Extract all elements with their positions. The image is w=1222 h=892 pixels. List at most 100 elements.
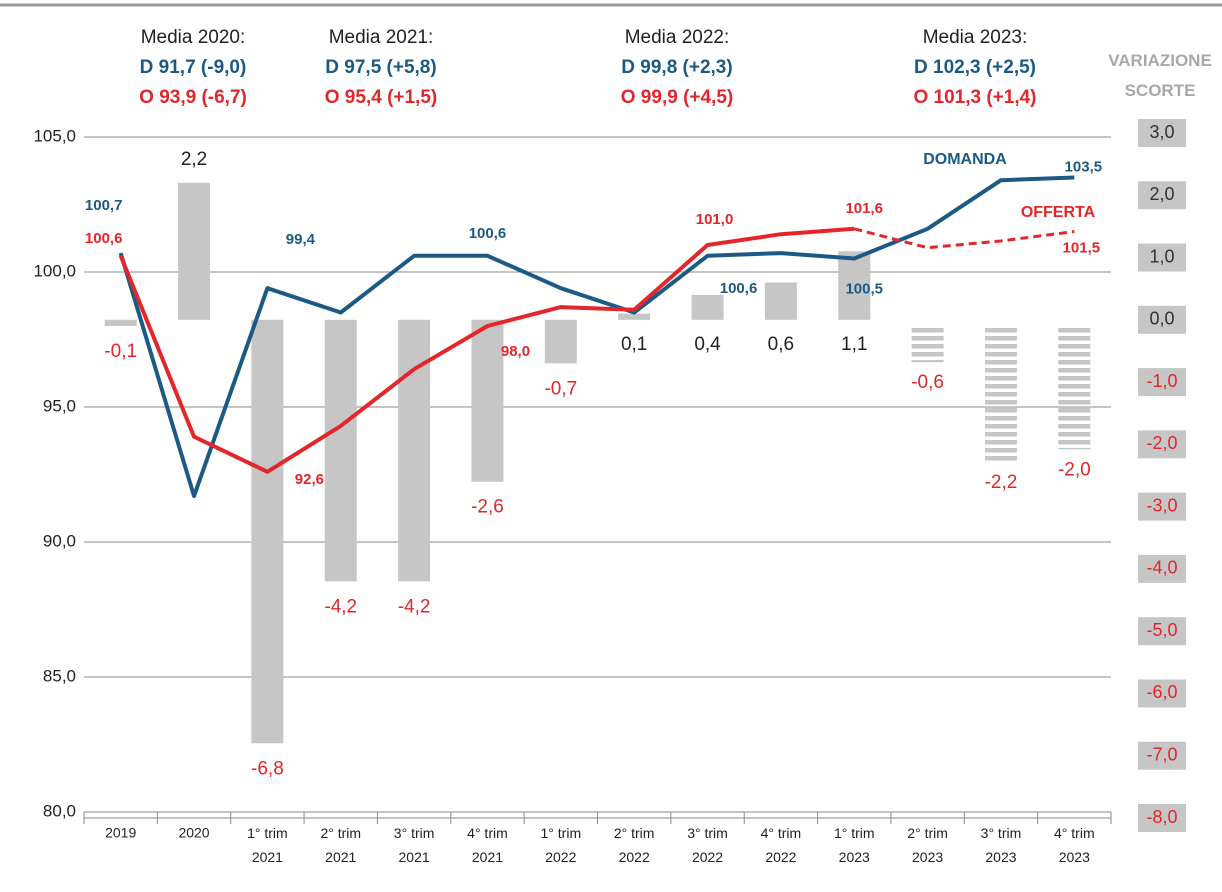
annotation-supply: O 101,3 (+1,4) [913,87,1036,108]
line-value-label: 100,6 [85,230,123,247]
annotation-title: Media 2022: [625,27,730,48]
bar-value-label: 1,1 [841,334,867,355]
y2-tick-label: 1,0 [1149,246,1174,266]
bar [691,294,724,320]
bar [838,251,871,320]
y2-tick-box [1138,617,1186,646]
line-value-label: 98,0 [501,343,530,360]
bar [1058,324,1091,450]
y-tick-label: 100,0 [33,261,76,280]
annotation-title: Media 2020: [141,27,246,48]
y2-tick-box [1138,368,1186,397]
annotation-supply: O 95,4 (+1,5) [325,87,437,108]
bar-value-label: 0,4 [694,334,721,355]
y2-tick-box [1138,679,1186,708]
y-tick-label: 80,0 [43,801,76,820]
annotation-demand: D 91,7 (-9,0) [140,57,247,78]
y2-tick-box [1138,305,1186,334]
bar [618,313,651,320]
y2-axis-title: VARIAZIONE SCORTE [1108,51,1212,100]
y2-tick-label: -5,0 [1146,620,1177,640]
y2-tick-box [1138,804,1186,832]
y2-tick-label: -1,0 [1146,371,1177,391]
bar [471,319,504,482]
y-tick-label: 90,0 [43,531,76,550]
y-tick-label: 85,0 [43,666,76,685]
line-value-label: 100,7 [85,197,123,214]
line-value-label: 100,6 [720,280,758,297]
annotation-supply: O 99,9 (+4,5) [621,87,733,108]
y2-tick-label: -7,0 [1146,744,1177,764]
line-value-label: 101,0 [696,211,734,228]
y2-tick-box [1138,119,1186,147]
series-label: OFFERTA [1021,204,1096,221]
x-tick-label: 3° trim 2023 [981,825,1022,865]
line-value-label: 100,5 [845,280,883,297]
line-dashed [853,227,1075,250]
y2-tick-box [1138,181,1186,210]
y2-tick-label: -3,0 [1146,495,1177,515]
y2-tick-label: 2,0 [1149,184,1174,204]
bar-value-label: -6,8 [251,758,284,779]
line-value-label: 101,5 [1063,239,1101,256]
bar [984,324,1017,462]
bar-value-label: 0,6 [768,334,794,355]
x-tick-label: 2019 [105,825,136,841]
line [118,175,1075,499]
x-tick-label: 4° trim 2022 [761,825,802,865]
annotation-supply: O 93,9 (-6,7) [139,87,247,108]
annotation-title: Media 2023: [923,27,1028,48]
line-value-label: 92,6 [295,471,324,488]
bar [398,319,431,582]
line-value-label: 103,5 [1065,158,1103,175]
x-tick-label: 4° trim 2023 [1054,825,1095,865]
line-value-label: 99,4 [286,231,316,248]
line [118,226,855,474]
bar [324,319,357,582]
y2-tick-label: 0,0 [1149,309,1174,329]
bar [178,182,211,320]
annotation-demand: D 102,3 (+2,5) [914,57,1036,78]
bar [764,282,797,320]
y2-tick-label: -8,0 [1146,807,1177,827]
x-tick-label: 1° trim 2021 [247,825,288,865]
bar-value-label: -2,2 [985,472,1018,493]
series-label: DOMANDA [923,151,1007,168]
annotation-title: Media 2021: [329,27,434,48]
x-tick-label: 3° trim 2021 [394,825,435,865]
bar-value-label: 2,2 [181,149,207,170]
bar [544,319,577,364]
y2-tick-box [1138,554,1186,583]
y2-tick-box [1138,430,1186,459]
line-value-label: 101,6 [845,200,883,217]
y2-tick-box [1138,741,1186,770]
bar-value-label: -0,7 [544,378,577,399]
y2-tick-box [1138,492,1186,521]
bar-value-label: 0,1 [621,334,647,355]
y2-tick-label: -6,0 [1146,682,1177,702]
x-tick-label: 2° trim 2021 [320,825,361,865]
bar-value-label: -0,1 [104,341,137,362]
y2-tick-box [1138,243,1186,272]
y2-tick-label: 3,0 [1149,122,1174,142]
y2-tick-label: -4,0 [1146,558,1177,578]
x-tick-label: 2° trim 2022 [614,825,655,865]
y-tick-label: 95,0 [43,396,76,415]
bar-value-label: -0,6 [911,372,944,393]
bar-value-label: -2,0 [1058,459,1091,480]
x-tick-label: 4° trim 2021 [467,825,508,865]
bar-value-label: -4,2 [398,596,431,617]
x-tick-label: 3° trim 2022 [687,825,728,865]
x-tick-label: 2020 [178,825,209,841]
bar-value-label: -2,6 [471,497,504,518]
x-tick-label: 2° trim 2023 [907,825,948,865]
y-tick-label: 105,0 [33,126,76,145]
bar-value-label: -4,2 [324,596,357,617]
x-tick-label: 1° trim 2022 [541,825,582,865]
annotation-demand: D 99,8 (+2,3) [621,57,732,78]
x-tick-label: 1° trim 2023 [834,825,875,865]
bar [251,319,284,744]
y2-tick-label: -2,0 [1146,433,1177,453]
bar [104,319,137,327]
